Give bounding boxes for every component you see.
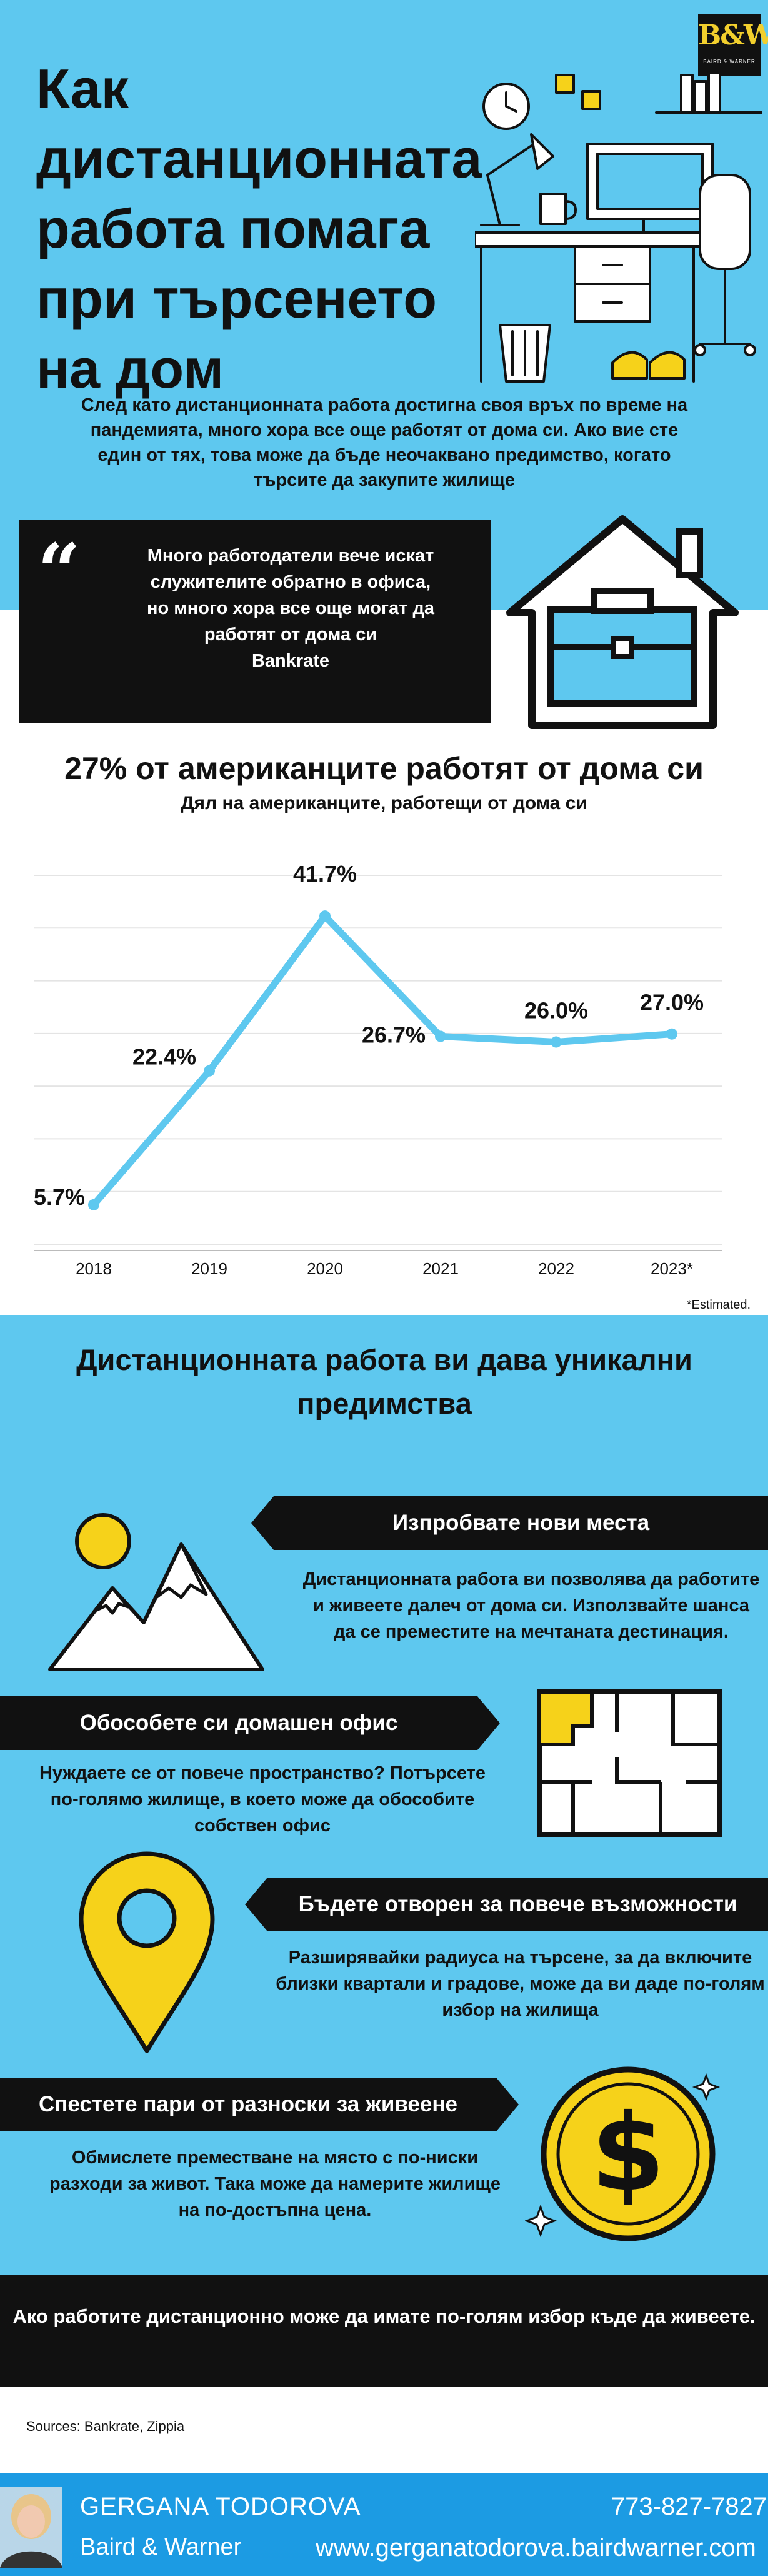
sources-note: Sources: Bankrate, Zippia xyxy=(26,2418,185,2434)
chart-title: 27% от американците работят от дома си xyxy=(64,751,704,786)
floorplan-icon xyxy=(537,1689,722,1837)
data-label: 5.7% xyxy=(34,1184,85,1210)
agent-website-link[interactable]: www.gerganatodorova.bairdwarner.com xyxy=(316,2534,756,2562)
closing-banner: Ако работите дистанционно може да имате … xyxy=(0,2275,768,2387)
series-line xyxy=(90,912,676,1209)
advantage-banner-4: Спестете пари от разноски за живеене xyxy=(0,2078,519,2131)
x-tick-label: 2021 xyxy=(422,1259,459,1278)
agent-avatar xyxy=(0,2487,62,2568)
data-label: 27.0% xyxy=(640,990,704,1015)
brand-logo[interactable]: B&W BAIRD & WARNER xyxy=(698,14,768,76)
data-label: 26.0% xyxy=(524,998,588,1024)
agent-phone[interactable]: 773-827-7827 xyxy=(611,2493,767,2520)
x-tick-label: 2023* xyxy=(651,1259,693,1278)
quote-text: Много работодатели вече искат служителит… xyxy=(144,543,437,674)
data-point xyxy=(551,1036,562,1048)
advantage-heading-1: Изпробвате нови места xyxy=(392,1511,650,1535)
chart-note: *Estimated. xyxy=(686,1298,751,1312)
advantage-banner-1: Изпробвате нови места xyxy=(251,1496,768,1550)
quote-box: “ Много работодатели вече искат служител… xyxy=(19,520,491,723)
data-label: 41.7% xyxy=(293,861,357,887)
data-point xyxy=(88,1199,99,1210)
logo-mark: B&W xyxy=(698,19,768,51)
agent-name: GERGANA TODOROVA xyxy=(80,2493,361,2520)
data-point xyxy=(204,1065,215,1077)
advantage-banner-2: Обособете си домашен офис xyxy=(0,1696,500,1750)
data-point xyxy=(319,910,331,922)
logo-sub: BAIRD & WARNER xyxy=(703,59,756,64)
quote-icon: “ xyxy=(37,527,81,615)
desk-illustration xyxy=(475,71,762,383)
advantage-text-1: Дистанционната работа ви позволява да ра… xyxy=(302,1569,760,1642)
svg-text:$: $ xyxy=(591,2091,665,2215)
line-chart: 5.7% 2018 22.4% 2019 41.7% 2020 26.7% 2021 26.0%… xyxy=(34,861,722,1278)
dollar-coin-icon: $ xyxy=(525,2066,721,2241)
mountains-sun-icon xyxy=(48,1513,264,1671)
advantages-title: Дистанционната работа ви дава уникални п… xyxy=(76,1343,692,1420)
x-tick-label: 2019 xyxy=(191,1259,227,1278)
advantage-text-2: Нуждаете се от повече пространство? Потъ… xyxy=(39,1763,486,1836)
data-label: 22.4% xyxy=(132,1044,196,1070)
agent-company: Baird & Warner xyxy=(80,2534,242,2560)
x-tick-label: 2018 xyxy=(76,1259,112,1278)
advantage-text-4: Обмислете преместване на място с по-ниск… xyxy=(49,2148,501,2220)
page-title: Как дистанционната работа помага при тър… xyxy=(36,58,482,400)
location-pin-icon xyxy=(79,1851,215,2053)
quote-body: Много работодатели вече искат служителит… xyxy=(146,546,435,645)
x-tick-label: 2020 xyxy=(307,1259,343,1278)
x-tick-label: 2022 xyxy=(538,1259,574,1278)
data-point xyxy=(666,1028,677,1040)
advantage-heading-4: Спестете пари от разноски за живеене xyxy=(39,2092,457,2116)
house-briefcase-icon xyxy=(506,515,739,729)
quote-source: Bankrate xyxy=(251,651,330,671)
advantage-text-3: Разширявайки радиуса на търсене, за да в… xyxy=(276,1948,765,2020)
advantage-banner-3: Бъдете отворен за повече възможности xyxy=(245,1878,768,1931)
advantage-heading-2: Обособете си домашен офис xyxy=(79,1711,398,1735)
intro-text: След като дистанционната работа достигна… xyxy=(81,395,688,490)
data-label: 26.7% xyxy=(362,1022,426,1048)
advantage-heading-3: Бъдете отворен за повече възможности xyxy=(298,1892,737,1916)
agent-footer: GERGANA TODOROVA Baird & Warner 773-827-… xyxy=(0,2473,768,2576)
chart-subtitle: Дял на американците, работещи от дома си xyxy=(181,793,587,813)
data-point xyxy=(435,1030,446,1042)
